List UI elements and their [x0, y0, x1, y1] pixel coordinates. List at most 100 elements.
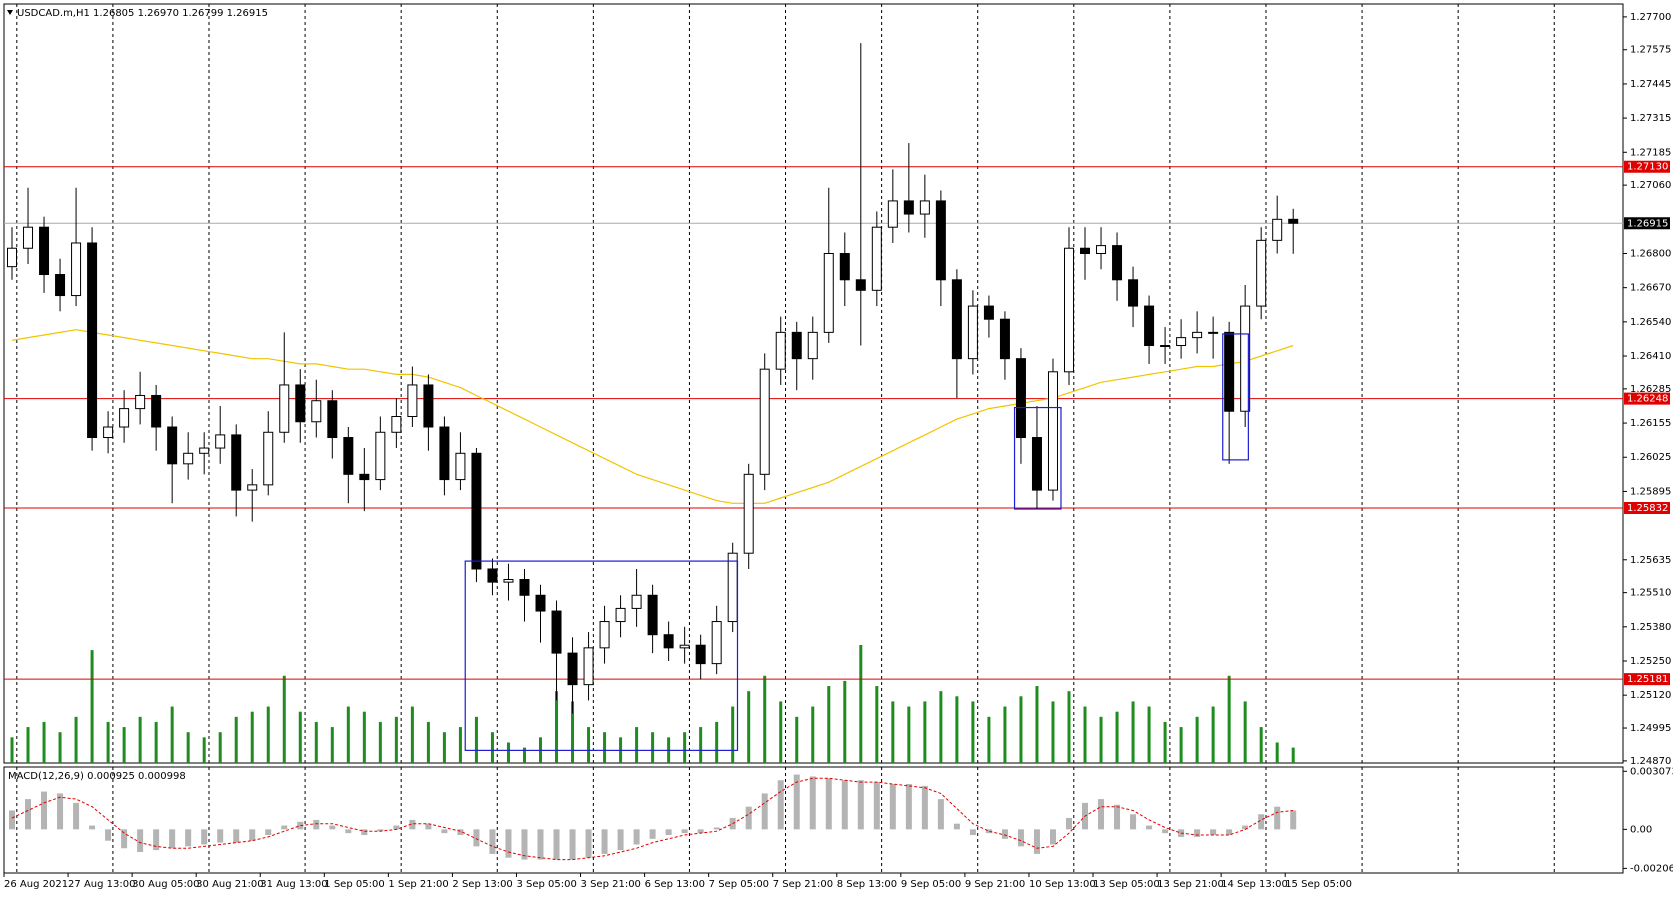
candle-body: [311, 400, 322, 423]
box-annotation: [1222, 333, 1249, 461]
macd-bar: [25, 799, 32, 830]
volume-bar: [282, 675, 286, 763]
candle-body: [839, 252, 850, 281]
macd-bar: [665, 829, 672, 836]
volume-bar: [811, 706, 815, 763]
volume-bar: [26, 727, 30, 763]
volume-bar: [186, 732, 190, 763]
price-label: 1.27130: [1627, 162, 1668, 173]
price-label: 1.25832: [1627, 503, 1668, 514]
macd-bar: [1242, 825, 1249, 830]
macd-bar: [169, 829, 176, 849]
candle-body: [743, 473, 754, 554]
volume-bar: [346, 706, 350, 763]
candle-body: [55, 274, 66, 297]
candle-body: [295, 384, 306, 423]
volume-bar: [1259, 727, 1263, 763]
candle-body: [71, 242, 82, 297]
macd-bar: [329, 825, 336, 830]
volume-bar: [1051, 701, 1055, 763]
volume-bar: [330, 727, 334, 763]
volume-bar: [1291, 747, 1295, 763]
candle-body: [1288, 218, 1299, 224]
macd-bar: [377, 829, 384, 832]
candle-body: [1047, 371, 1058, 491]
candle-body: [807, 331, 818, 360]
macd-bar: [857, 780, 864, 830]
candle-body: [1112, 245, 1123, 281]
x-tick-label: 3 Sep 21:00: [581, 879, 641, 890]
volume-bar: [490, 732, 494, 763]
macd-bar: [617, 829, 624, 851]
volume-bar: [939, 691, 943, 763]
macd-bar: [953, 823, 960, 830]
macd-bar: [793, 774, 800, 830]
macd-bar: [809, 776, 816, 830]
volume-bar: [506, 742, 510, 763]
candle-body: [1176, 337, 1187, 347]
box-annotation: [464, 560, 739, 751]
macd-bar: [1033, 829, 1040, 854]
macd-label: MACD(12,26,9) 0.000925 0.000998: [8, 771, 186, 782]
macd-bar: [265, 829, 272, 836]
candle-body: [1272, 218, 1283, 241]
y-tick-label: 1.25635: [1630, 555, 1671, 566]
candle-body: [1192, 331, 1203, 339]
macd-bar: [521, 829, 528, 860]
candle-body: [359, 473, 370, 481]
y-tick-label: 1.25380: [1630, 622, 1671, 633]
macd-bar: [537, 829, 544, 860]
volume-bar: [907, 706, 911, 763]
macd-bar: [41, 791, 48, 830]
macd-panel: [3, 766, 1624, 874]
candle-body: [119, 408, 130, 428]
macd-bar: [985, 829, 992, 834]
macd-y-tick-label: 0.003073: [1630, 766, 1673, 777]
macd-bar: [249, 829, 256, 841]
macd-bar: [137, 829, 144, 853]
x-tick-label: 15 Sep 05:00: [1285, 879, 1352, 890]
candle-body: [631, 594, 642, 609]
volume-bar: [1147, 706, 1151, 763]
macd-bar: [89, 825, 96, 830]
macd-bar: [1258, 814, 1265, 830]
macd-bar: [1049, 829, 1056, 845]
volume-bar: [555, 691, 559, 763]
volume-bar: [1275, 742, 1279, 763]
macd-bar: [185, 829, 192, 847]
volume-bar: [971, 701, 975, 763]
volume-bar: [234, 716, 238, 763]
candle-body: [903, 200, 914, 215]
candle-body: [615, 607, 626, 623]
price-label-bg: [1624, 160, 1670, 173]
candle-body: [7, 247, 18, 268]
candle-body: [1224, 331, 1235, 412]
volume-bar: [218, 732, 222, 763]
macd-bar: [1194, 829, 1201, 837]
macd-bar: [9, 810, 16, 830]
macd-bar: [441, 829, 448, 834]
macd-bar: [1290, 810, 1297, 830]
x-tick-label: 7 Sep 21:00: [773, 879, 833, 890]
volume-bar: [843, 680, 847, 763]
volume-bar: [298, 711, 302, 763]
volume-bar: [1195, 716, 1199, 763]
price-panel: [3, 3, 1624, 764]
candle-body: [583, 647, 594, 686]
y-tick-label: 1.27700: [1630, 12, 1671, 23]
macd-bar: [505, 829, 512, 858]
volume-bar: [250, 711, 254, 763]
candle-body: [391, 415, 402, 433]
candle-body: [1256, 239, 1267, 307]
candle-body: [535, 594, 546, 612]
candle-body: [1031, 437, 1042, 491]
macd-bar: [1146, 825, 1153, 830]
macd-bar: [297, 821, 304, 830]
candle-body: [935, 200, 946, 281]
price-label-bg: [1624, 673, 1670, 686]
candle-body: [1160, 345, 1171, 348]
volume-bar: [74, 716, 78, 763]
macd-bar: [745, 806, 752, 830]
macd-bar: [633, 829, 640, 845]
candle-body: [711, 621, 722, 665]
